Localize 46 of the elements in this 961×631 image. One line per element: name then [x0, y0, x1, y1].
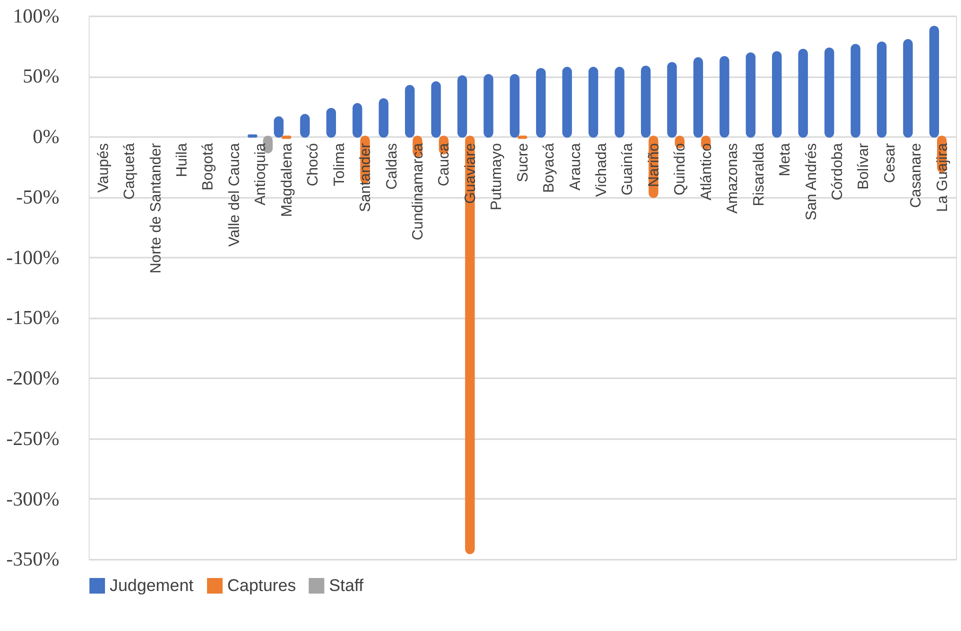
y-tick-label: -50% — [16, 186, 60, 208]
x-tick-label: Meta — [776, 142, 794, 176]
x-tick-label: Arauca — [566, 142, 584, 190]
y-tick-label: -300% — [6, 488, 60, 510]
x-tick-label: Magdalena — [278, 142, 296, 218]
x-tick-label: Risaralda — [750, 142, 768, 206]
x-tick-label: Chocó — [304, 143, 322, 186]
x-tick-label: Boyacá — [540, 142, 558, 193]
legend-label: Staff — [328, 576, 364, 595]
x-tick-label: Putumayo — [488, 143, 506, 210]
x-tick-label: Huila — [174, 142, 191, 178]
x-tick-label: Cauca — [436, 142, 453, 186]
x-tick-label: Nariño — [645, 143, 662, 188]
x-tick-label: Norte de Santander — [147, 143, 164, 274]
y-tick-label: 0% — [32, 126, 60, 148]
y-tick-label: -250% — [6, 428, 60, 450]
y-tick-label: -350% — [6, 548, 60, 571]
x-tick-label: Antioquia — [252, 142, 270, 206]
y-tick-label: 100% — [12, 5, 60, 28]
x-tick-label: Bogotá — [200, 142, 217, 190]
x-tick-label: Cundinamarca — [409, 142, 426, 240]
x-tick-label: Amazonas — [724, 143, 742, 214]
legend-label: Judgement — [110, 576, 194, 595]
x-tick-label: Bolívar — [855, 143, 872, 190]
x-tick-label: Caldas — [383, 143, 400, 190]
x-tick-label: Vaupés — [94, 143, 112, 193]
x-tick-label: San Andrés — [802, 143, 820, 220]
y-tick-label: -150% — [6, 307, 60, 330]
x-tick-label: Valle del Cauca — [226, 142, 243, 247]
x-tick-label: Tolima — [330, 142, 348, 186]
x-tick-label: Caquetá — [121, 142, 138, 200]
x-tick-label: Atlántico — [698, 143, 715, 200]
y-tick-label: -100% — [6, 246, 60, 269]
x-tick-label: La Guajira — [934, 142, 951, 212]
x-tick-label: Casanare — [908, 143, 925, 208]
x-tick-label: Vichada — [593, 142, 610, 197]
x-tick-label: Santander — [357, 143, 374, 212]
x-tick-label: Guaviare — [462, 143, 479, 204]
y-tick-label: 50% — [22, 66, 60, 88]
y-tick-label: -200% — [6, 368, 60, 390]
legend-label: Captures — [227, 576, 296, 595]
x-tick-label: Quindío — [672, 143, 689, 196]
x-tick-label: Guainía — [619, 142, 636, 196]
x-tick-label: Sucre — [514, 143, 532, 182]
x-tick-label: Cesar — [881, 143, 898, 183]
x-tick-label: Córdoba — [828, 142, 846, 200]
